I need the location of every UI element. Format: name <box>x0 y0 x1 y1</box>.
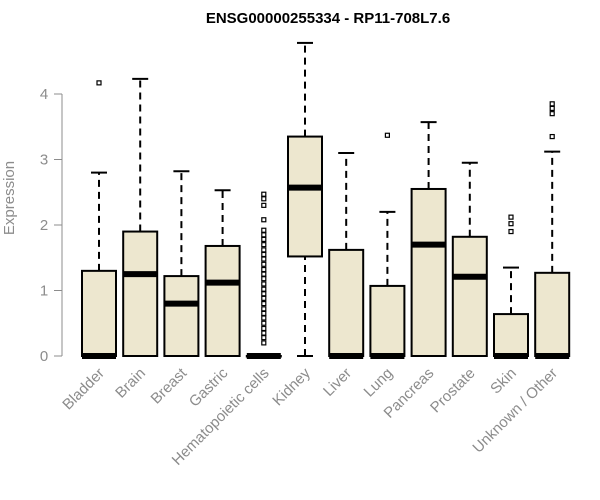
x-label-lung: Lung <box>361 365 397 401</box>
box-rect <box>122 230 159 357</box>
outlier-25 <box>261 202 267 208</box>
y-tick-label-4: 4 <box>40 86 48 103</box>
box-rect <box>534 271 571 357</box>
box-rect <box>369 284 406 358</box>
box-gastric <box>204 189 241 358</box>
outlier-16 <box>261 261 267 267</box>
outlier-1 <box>508 221 514 227</box>
x-label-kidney: Kidney <box>269 364 314 409</box>
outlier-7 <box>261 306 267 312</box>
y-tick-label-2: 2 <box>40 217 48 234</box>
box-lung <box>369 132 406 359</box>
outlier-2 <box>261 330 267 336</box>
box-rect <box>493 313 529 357</box>
x-label-breast: Breast <box>148 364 191 407</box>
outlier-0 <box>96 80 102 86</box>
x-label-skin: Skin <box>487 365 520 398</box>
outlier-1 <box>549 111 555 117</box>
outlier-22 <box>261 232 267 238</box>
outlier-12 <box>261 281 267 287</box>
y-axis-label: Expression <box>1 161 18 235</box>
outlier-18 <box>261 251 267 258</box>
y-tick-label-0: 0 <box>40 348 48 365</box>
outlier-9 <box>261 295 267 301</box>
outlier-0 <box>549 133 555 140</box>
x-label-prostate: Prostate <box>427 365 479 417</box>
box-rect <box>410 187 447 357</box>
outlier-10 <box>261 291 267 297</box>
box-prostate <box>451 161 488 357</box>
outlier-24 <box>261 217 267 223</box>
outlier-13 <box>261 276 267 282</box>
outlier-0 <box>508 228 514 235</box>
box-rect <box>163 275 200 357</box>
outlier-4 <box>261 320 267 326</box>
boxes <box>81 41 571 359</box>
outlier-0 <box>261 340 267 346</box>
outlier-3 <box>261 325 267 332</box>
outlier-2 <box>549 105 555 112</box>
y-tick-label-3: 3 <box>40 152 48 169</box>
y-axis: 0 1 2 3 4 <box>40 86 63 365</box>
x-label-brain: Brain <box>112 365 149 402</box>
box-pancreas <box>410 121 447 357</box>
box-liver <box>328 151 365 359</box>
box-rect <box>287 135 323 258</box>
box-rect <box>328 248 365 357</box>
outlier-1 <box>261 335 267 341</box>
outlier-21 <box>261 236 267 243</box>
box-hematopoietic-cells <box>245 191 282 359</box>
outlier-3 <box>549 101 555 107</box>
outlier-8 <box>261 301 267 307</box>
box-skin <box>493 214 529 359</box>
outlier-14 <box>261 271 267 277</box>
y-tick-label-1: 1 <box>40 283 48 300</box>
x-label-bladder: Bladder <box>59 365 108 414</box>
outlier-23 <box>261 227 267 233</box>
outlier-0 <box>384 132 390 138</box>
box-brain <box>122 77 159 357</box>
outlier-20 <box>261 242 267 248</box>
outlier-27 <box>261 191 267 197</box>
outlier-17 <box>261 256 267 262</box>
outlier-6 <box>261 310 267 317</box>
outlier-5 <box>261 315 267 321</box>
outlier-2 <box>508 214 514 220</box>
box-breast <box>163 170 200 357</box>
outlier-11 <box>261 286 267 292</box>
box-bladder <box>81 80 117 359</box>
x-label-liver: Liver <box>320 365 355 400</box>
box-unknown-other <box>534 101 571 359</box>
outlier-26 <box>261 196 267 202</box>
box-rect <box>451 235 488 357</box>
outlier-19 <box>261 247 267 253</box>
box-kidney <box>287 41 323 357</box>
chart-title: ENSG00000255334 - RP11-708L7.6 <box>206 10 450 27</box>
outlier-15 <box>261 266 267 273</box>
box-rect <box>81 269 117 358</box>
box-rect <box>204 244 241 358</box>
